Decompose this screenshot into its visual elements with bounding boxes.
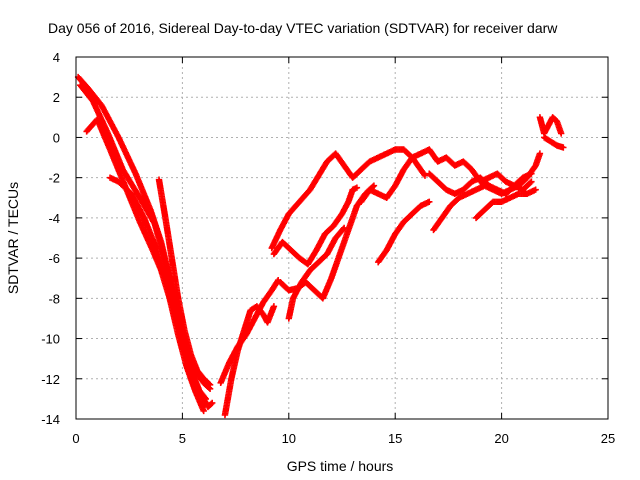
data-point: [528, 170, 535, 177]
chart-title: Day 056 of 2016, Sidereal Day-to-day VTE…: [48, 20, 558, 36]
y-tick-labels: 4 2 0 -2 -4 -6 -8 -10 -12 -14: [41, 50, 60, 427]
x-tick-label: 0: [72, 431, 79, 446]
data-point: [527, 179, 534, 186]
y-tick-label: 0: [53, 130, 60, 145]
data-point: [339, 225, 347, 233]
data-point: [200, 407, 207, 415]
x-tick-label: 10: [282, 431, 296, 446]
data-point: [532, 186, 539, 193]
series-track-k: [285, 224, 348, 322]
series-track-f: [221, 303, 278, 419]
series-track-g: [217, 277, 282, 386]
y-tick-label: 2: [53, 90, 60, 105]
series-track-e: [155, 176, 214, 389]
series-track-q: [536, 114, 565, 137]
data-point: [202, 395, 210, 403]
data-point: [353, 184, 361, 191]
data-point: [207, 400, 215, 408]
data-point: [528, 178, 535, 185]
series-track-i: [270, 184, 361, 268]
x-axis-label: GPS time / hours: [287, 458, 394, 474]
plot-frame: [75, 56, 609, 420]
data-point: [270, 303, 278, 310]
series-track-o: [426, 170, 535, 197]
series-track-p: [472, 186, 539, 222]
x-tick-label: 25: [601, 431, 615, 446]
data-point: [426, 198, 433, 205]
data-point: [421, 172, 429, 179]
data-point: [340, 224, 348, 232]
y-axis-label: SDTVAR / TECUs: [5, 182, 21, 294]
series-track-h: [268, 146, 429, 252]
data-point: [557, 130, 565, 137]
data-point: [205, 380, 213, 388]
y-tick-label: -2: [48, 171, 60, 186]
series-track-m: [374, 198, 433, 266]
data-point: [208, 399, 216, 407]
data-point: [201, 394, 209, 401]
series-track-r: [540, 134, 567, 151]
y-tick-label: -12: [41, 372, 60, 387]
x-tick-label: 20: [494, 431, 508, 446]
series-track-d: [106, 174, 210, 403]
x-tick-label: 5: [179, 431, 186, 446]
y-tick-label: -8: [48, 291, 60, 306]
data-point: [560, 144, 567, 151]
data-point: [420, 171, 428, 178]
x-tick-label: 15: [388, 431, 402, 446]
y-tick-label: -10: [41, 332, 60, 347]
data-points: [74, 73, 567, 419]
y-tick-label: -4: [48, 211, 60, 226]
data-point: [206, 381, 214, 389]
data-point: [536, 150, 544, 157]
y-tick-label: -6: [48, 251, 60, 266]
y-tick-label: -14: [41, 412, 60, 427]
x-tick-labels: 0 5 10 15 20 25: [72, 431, 615, 446]
data-point: [370, 182, 378, 189]
y-tick-label: 4: [53, 50, 60, 65]
